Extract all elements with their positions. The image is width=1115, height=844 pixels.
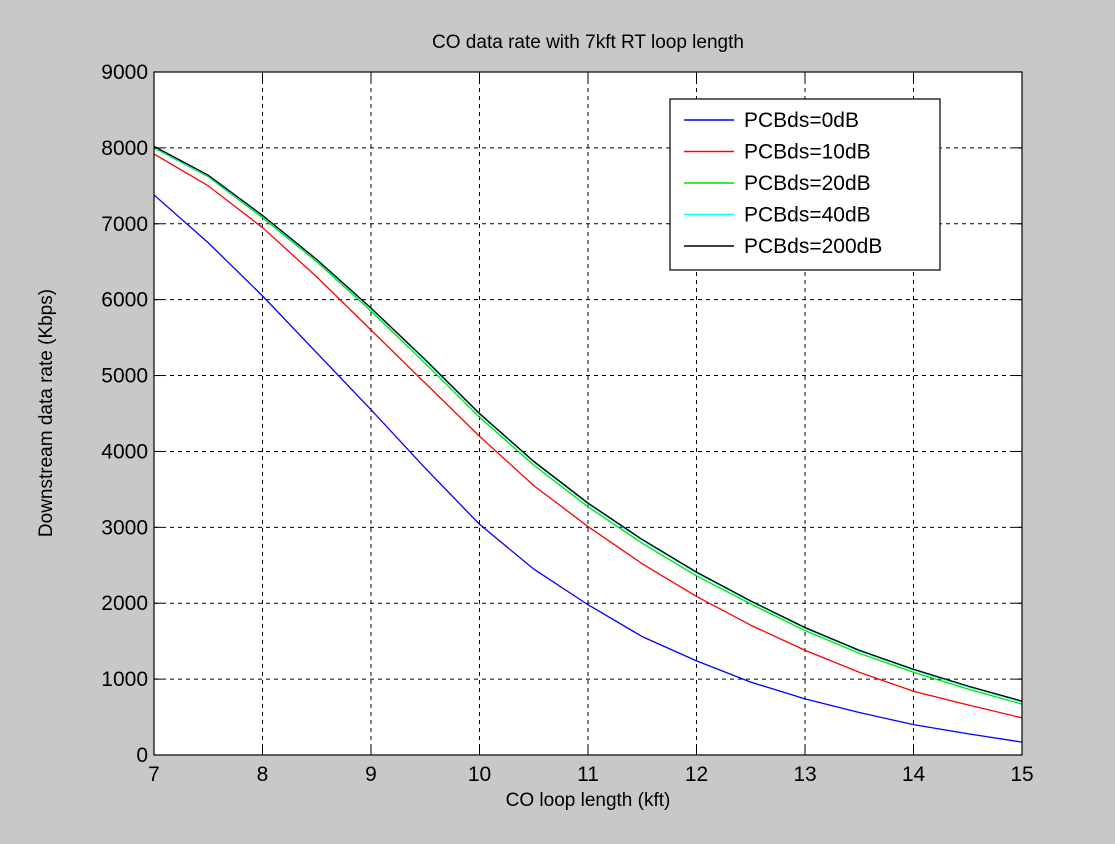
legend-label: PCBds=40dB (744, 204, 871, 227)
x-tick-label: 10 (468, 763, 491, 786)
x-tick-label: 11 (577, 763, 599, 786)
x-tick-label: 13 (793, 763, 816, 786)
y-tick-label: 5000 (101, 365, 148, 388)
x-tick-label: 12 (685, 763, 708, 786)
legend-label: PCBds=10dB (744, 141, 871, 164)
x-tick-label: 14 (902, 763, 926, 786)
legend-box (669, 98, 941, 271)
series-line-pcbds-200db (153, 145, 1023, 702)
series-line-pcbds-0db (153, 194, 1023, 743)
legend-label: PCBds=0dB (744, 109, 859, 132)
x-tick-label: 7 (148, 763, 160, 786)
x-tick-label: 9 (365, 763, 377, 786)
y-tick-label: 8000 (101, 137, 148, 160)
y-tick-label: 6000 (101, 289, 148, 312)
x-tick-label: 8 (257, 763, 269, 786)
x-tick-labels: 7 8 9 10 11 12 13 14 15 (148, 763, 1034, 786)
x-axis-label: CO loop length (kft) (506, 790, 671, 811)
y-tick-label: 4000 (101, 440, 148, 463)
y-tick-label: 7000 (101, 213, 148, 236)
y-tick-labels: 0 1000 2000 3000 4000 5000 6000 7000 8000 9000 (101, 61, 148, 767)
x-tick-label: 15 (1010, 763, 1033, 786)
legend: PCBds=0dB PCBds=10dB PCBds=20dB PCBds=40dB P… (669, 98, 941, 271)
y-tick-label: 0 (136, 744, 148, 767)
y-tick-label: 9000 (101, 61, 148, 84)
chart-title: CO data rate with 7kft RT loop length (432, 32, 744, 53)
legend-entries: PCBds=0dB PCBds=10dB PCBds=20dB PCBds=40dB P… (684, 109, 882, 258)
series-lines (153, 145, 1023, 743)
y-axis-label: Downstream data rate (Kbps) (36, 289, 57, 537)
series-line-pcbds-10db (153, 153, 1023, 719)
legend-label: PCBds=200dB (744, 235, 882, 258)
y-tick-label: 3000 (101, 516, 148, 539)
series-line-pcbds-20db (153, 147, 1023, 705)
legend-label: PCBds=20dB (744, 172, 871, 195)
axis-ticks (153, 71, 1023, 756)
y-tick-label: 2000 (101, 592, 148, 615)
y-tick-label: 1000 (101, 668, 148, 691)
